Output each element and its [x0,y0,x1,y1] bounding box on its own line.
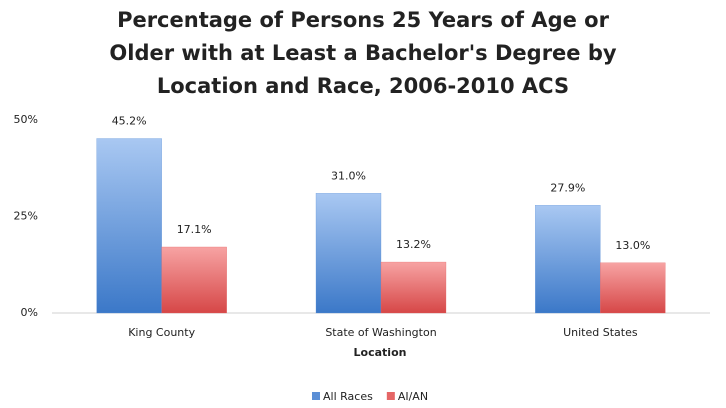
bar [380,261,447,314]
bar [600,262,666,314]
chart-title: Percentage of Persons 25 Years of Age or… [109,8,617,98]
data-label: 45.2% [112,115,147,128]
data-label: 27.9% [550,181,585,194]
data-label: 17.1% [177,223,212,236]
x-axis-label: Location [354,346,407,359]
x-tick-label: King County [128,326,195,339]
data-label: 31.0% [331,169,366,182]
data-label: 13.2% [396,238,431,251]
y-tick-label: 0% [21,306,38,319]
x-tick-label: United States [563,326,638,339]
legend-swatch [312,392,320,400]
bar [96,138,162,314]
x-tick-label: State of Washington [325,326,436,339]
legend-swatch [386,392,395,400]
bar [161,246,227,314]
y-tick-label: 50% [14,113,38,126]
legend-label: AI/AN [398,390,428,403]
y-tick-label: 25% [14,210,38,223]
bar [315,193,382,314]
legend-label: All Races [323,390,373,403]
bar [535,205,601,314]
data-label: 13.0% [615,239,650,252]
